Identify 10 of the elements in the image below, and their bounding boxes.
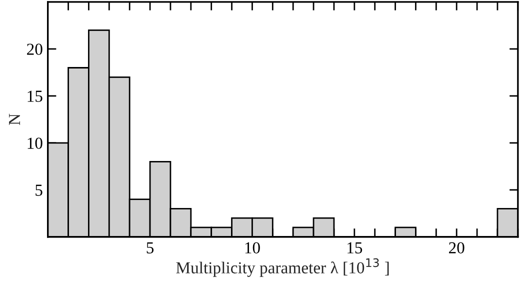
x-tick-label: 5 <box>146 242 154 254</box>
y-tick-label: 15 <box>28 90 42 102</box>
y-axis-title: N <box>9 114 20 125</box>
y-tick-label: 5 <box>36 184 42 196</box>
x-axis-title: Multiplicity parameter λ [10$^{13}$ ] <box>176 258 389 277</box>
x-tick-label: 20 <box>449 242 464 254</box>
y-tick-label: 10 <box>28 138 42 149</box>
y-tick-label: 20 <box>27 44 42 55</box>
x-tick-label: 15 <box>348 242 362 254</box>
x-tick-label: 10 <box>245 242 260 254</box>
